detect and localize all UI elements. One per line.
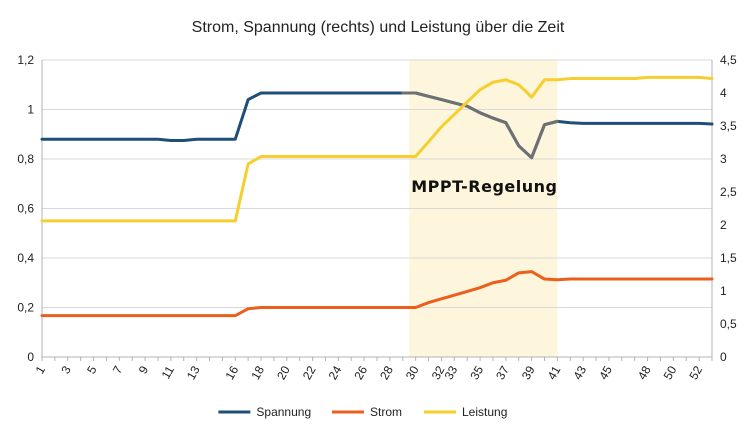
x-tick-label: 39: [519, 363, 538, 382]
y-right-tick-label: 4,5: [720, 53, 737, 67]
y-left-tick-label: 1,2: [17, 53, 34, 67]
series-line-spannung: [40, 91, 714, 160]
y-right-tick-label: 2: [720, 218, 727, 232]
x-tick-label: 22: [300, 363, 319, 382]
x-tick-label: 43: [570, 363, 589, 382]
legend-label-leistung: Leistung: [462, 405, 507, 419]
x-tick-label: 11: [159, 363, 178, 381]
y-right-tick-label: 3,5: [720, 119, 737, 133]
y-left-tick-label: 0,6: [17, 202, 34, 216]
x-tick-label: 48: [635, 363, 654, 382]
x-tick-label: 5: [84, 363, 100, 376]
x-tick-label: 9: [136, 363, 152, 376]
region-annotation: MPPT-Regelung: [411, 177, 557, 196]
x-tick-label: 24: [326, 363, 345, 382]
x-tick-label: 26: [351, 363, 370, 382]
series-line-leistung: [40, 75, 714, 223]
series-line-spannung-mppt: [401, 91, 559, 160]
legend-label-strom: Strom: [370, 405, 402, 419]
x-tick-label: 18: [248, 363, 267, 382]
x-tick-label: 30: [403, 363, 422, 382]
y-right-tick-label: 1: [720, 284, 727, 298]
y-right-tick-label: 1,5: [720, 251, 737, 265]
y-left-tick-label: 1: [27, 103, 34, 117]
y-left-tick-label: 0,8: [17, 152, 34, 166]
y-right-tick-label: 3: [720, 152, 727, 166]
x-tick-label: 50: [661, 363, 680, 382]
y-right-tick-label: 0,5: [720, 317, 737, 331]
y-right-tick-label: 0: [720, 350, 727, 364]
x-tick-label: 13: [184, 363, 203, 382]
x-tick-label: 32: [429, 363, 448, 382]
x-tick-label: 41: [545, 363, 564, 382]
y-left-tick-label: 0: [27, 350, 34, 364]
x-tick-label: 52: [686, 363, 705, 382]
x-tick-label: 3: [58, 363, 74, 376]
x-tick-label: 35: [467, 363, 486, 382]
x-tick-label: 16: [223, 363, 242, 382]
legend-label-spannung: Spannung: [256, 405, 311, 419]
y-left-tick-label: 0,2: [17, 301, 34, 315]
x-tick-label: 7: [110, 363, 126, 376]
x-tick-label: 20: [274, 363, 293, 382]
x-tick-label: 1: [33, 363, 49, 376]
x-tick-label: 37: [493, 363, 512, 382]
x-tick-label: 28: [377, 363, 396, 382]
chart-title: Strom, Spannung (rechts) und Leistung üb…: [192, 19, 565, 36]
series-line-strom: [40, 270, 714, 318]
y-left-tick-label: 0,4: [17, 251, 34, 265]
y-right-tick-label: 2,5: [720, 185, 737, 199]
y-right-tick-label: 4: [720, 86, 727, 100]
x-tick-label: 45: [596, 363, 615, 382]
x-tick-label: 33: [442, 363, 461, 382]
